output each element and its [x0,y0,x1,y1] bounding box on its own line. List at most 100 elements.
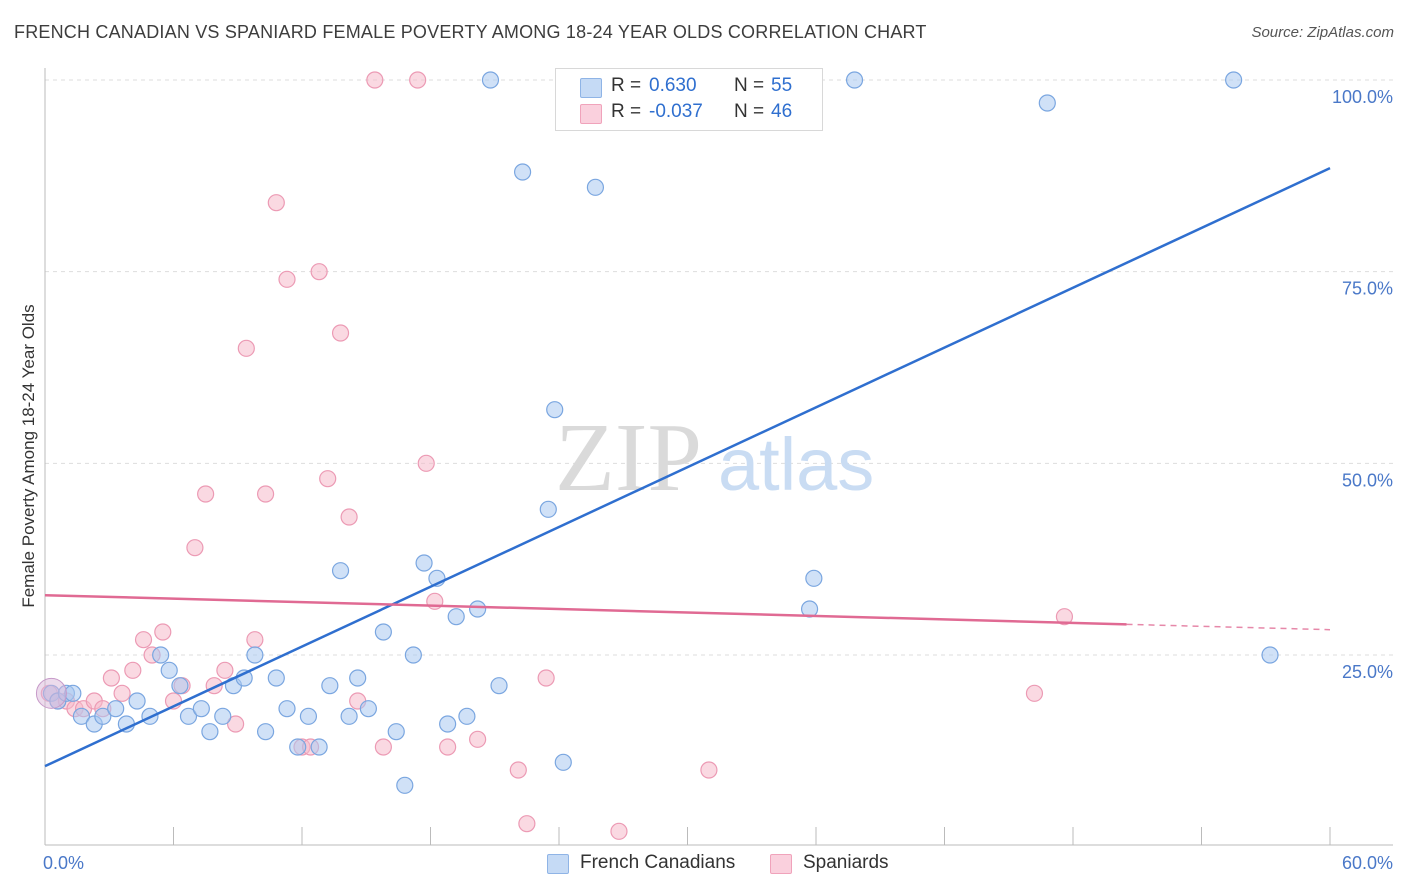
data-point-french-canadians [340,707,358,725]
legend-r-label: R = [611,75,642,96]
legend-r-label: R = [611,101,642,122]
data-point-cluster [35,677,67,709]
legend-label-french-canadians: French Canadians [580,852,736,873]
data-point-spaniards [409,71,427,89]
data-point-french-canadians [458,707,476,725]
data-point-french-canadians [152,646,170,664]
data-point-french-canadians [1038,94,1056,112]
data-point-french-canadians [396,776,414,794]
data-point-french-canadians [214,707,232,725]
data-point-french-canadians [192,700,210,718]
data-point-spaniards [1025,684,1044,702]
data-point-french-canadians [387,723,405,741]
data-point-french-canadians [64,684,82,702]
data-point-spaniards [518,815,536,833]
data-point-spaniards [700,761,718,779]
legend-swatch-pink [580,104,602,124]
tick-labels: 25.0% 50.0% 75.0% 100.0% 0.0% 60.0% [43,87,1393,873]
data-point-french-canadians [256,723,275,741]
data-point-french-canadians [481,71,500,89]
data-point-spaniards [124,661,142,679]
data-point-french-canadians [404,646,422,664]
data-point-french-canadians [289,738,307,756]
data-point-spaniards [246,631,264,649]
data-point-french-canadians [469,600,487,618]
data-point-french-canadians [554,753,572,771]
data-point-spaniards [610,822,628,840]
data-point-french-canadians [128,692,146,710]
data-point-spaniards [113,684,131,702]
data-point-french-canadians [72,707,91,725]
source-label: Source: ZipAtlas.com [1251,24,1394,41]
data-point-french-canadians [359,700,377,718]
grid-lines [45,79,1393,656]
data-point-french-canadians [586,178,605,196]
legend-label-spaniards: Spaniards [803,852,889,873]
data-point-spaniards [134,631,153,649]
y-tick-label: 100.0% [1332,87,1393,107]
data-point-french-canadians [160,661,178,679]
spaniards-points [40,71,1074,840]
data-point-spaniards [319,470,337,488]
legend-r-value: 0.630 [649,75,697,96]
legend-n-label: N = [734,75,765,96]
data-point-french-canadians [490,677,508,695]
data-point-spaniards [509,761,527,779]
data-point-spaniards [237,339,255,357]
series-legend: French Canadians Spaniards [0,852,1406,876]
data-point-spaniards [227,715,245,733]
x-tick-label: 60.0% [1342,853,1393,873]
data-point-french-canadians [246,646,264,664]
data-point-french-canadians [94,707,112,725]
data-point-french-canadians [179,707,198,725]
y-tick-label: 25.0% [1342,662,1393,682]
data-point-french-canadians [1261,646,1279,664]
data-point-spaniards [469,730,487,748]
trend-line-french-canadians [44,167,1331,768]
legend-swatch-blue [547,854,569,874]
data-point-french-canadians [171,677,189,695]
data-point-french-canadians [267,669,285,687]
data-point-french-canadians [349,669,367,687]
chart-title: FRENCH CANADIAN VS SPANIARD FEMALE POVER… [14,22,927,42]
data-point-french-canadians [439,715,457,733]
legend-r-value: -0.037 [649,101,703,122]
legend-n-value: 55 [771,75,793,96]
data-point-spaniards [256,485,275,503]
data-point-french-canadians [374,623,392,641]
watermark: ZIP atlas [555,404,874,512]
data-point-spaniards [374,738,392,756]
data-point-french-canadians [415,554,433,572]
data-point-spaniards [1055,608,1074,626]
data-point-french-canadians [331,562,350,580]
legend-swatch-blue [580,78,602,98]
data-point-spaniards [102,669,120,687]
data-point-spaniards [154,623,172,641]
trend-line-spaniards [44,593,1127,626]
data-point-spaniards [439,738,457,756]
data-point-french-canadians [546,401,564,419]
data-point-french-canadians [278,700,296,718]
data-point-spaniards [197,485,215,503]
data-point-french-canadians [201,723,219,741]
data-point-spaniards [186,539,204,557]
legend-n-label: N = [734,101,765,122]
watermark-atlas: atlas [718,423,874,506]
data-point-spaniards [331,324,350,342]
data-point-french-canadians [845,71,864,89]
y-tick-label: 50.0% [1342,470,1393,490]
data-point-spaniards [537,669,555,687]
data-point-spaniards [310,263,328,281]
data-point-french-canadians [321,677,339,695]
data-point-french-canadians [805,569,823,587]
y-tick-label: 75.0% [1342,279,1393,299]
data-point-french-canadians [107,700,125,718]
data-point-spaniards [278,270,296,288]
data-point-french-canadians [310,738,328,756]
data-point-french-canadians [513,163,532,181]
data-point-french-canadians [299,707,318,725]
axes [44,68,1393,846]
correlation-legend: R = 0.630 N = 55 R = -0.037 N = 46 [555,68,823,131]
x-tick-label: 0.0% [43,853,84,873]
